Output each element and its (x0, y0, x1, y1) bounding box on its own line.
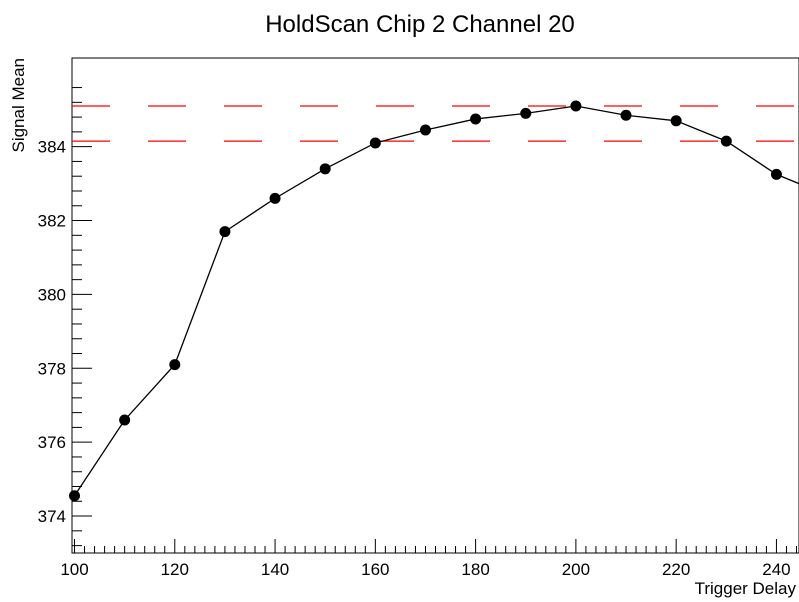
series-line (73, 105, 799, 497)
data-point (419, 124, 431, 136)
x-tick-label: 180 (461, 560, 489, 579)
y-tick-label: 374 (38, 507, 66, 526)
data-point (69, 490, 81, 502)
data-point (570, 100, 582, 112)
data-point (319, 163, 331, 175)
data-point (470, 113, 482, 125)
data-point (720, 135, 732, 147)
data-points (69, 100, 782, 502)
y-tick-label: 380 (38, 285, 66, 304)
plot-frame (71, 57, 799, 554)
data-point (219, 226, 231, 238)
y-tick-label: 376 (38, 433, 66, 452)
data-point (269, 192, 281, 204)
x-tick-label: 220 (662, 560, 690, 579)
x-tick-label: 160 (361, 560, 389, 579)
y-tick-label: 378 (38, 359, 66, 378)
data-point (169, 359, 181, 371)
chart-title: HoldScan Chip 2 Channel 20 (265, 11, 575, 38)
series-line-group (73, 105, 799, 497)
x-tick-label: 120 (161, 560, 189, 579)
y-axis-label: Signal Mean (9, 58, 28, 153)
x-tick-label: 200 (562, 560, 590, 579)
data-point (369, 137, 381, 149)
data-point (520, 107, 532, 119)
data-point (620, 109, 632, 121)
x-axis-ticks: 100 120 140 160 180 200 220 240 (60, 539, 797, 579)
data-point (119, 414, 131, 426)
data-point (770, 168, 782, 180)
x-axis-label: Trigger Delay (695, 579, 797, 598)
y-axis-ticks: 374 376 378 380 382 384 (38, 57, 92, 547)
x-tick-label: 100 (60, 560, 88, 579)
y-tick-label: 382 (38, 212, 66, 231)
y-tick-label: 384 (38, 138, 66, 157)
reference-lines (72, 105, 799, 142)
data-point (670, 115, 682, 127)
x-tick-label: 140 (261, 560, 289, 579)
x-tick-label: 240 (762, 560, 790, 579)
